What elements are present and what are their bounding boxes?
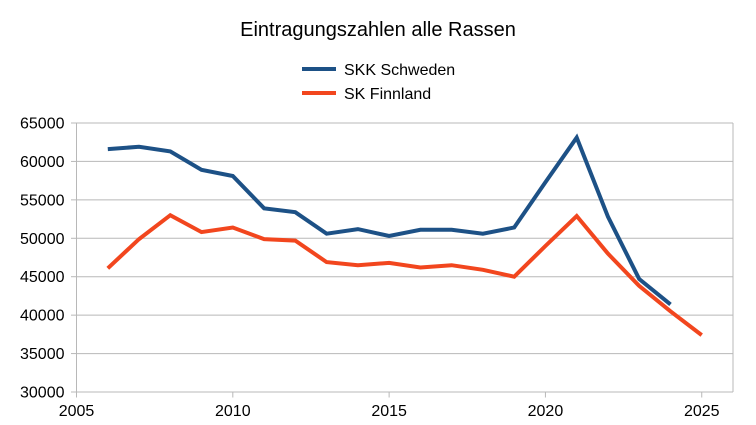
x-axis-tick-label: 2005 [59, 403, 95, 420]
y-axis-tick-label: 50000 [20, 231, 65, 248]
y-axis-tick-label: 60000 [20, 154, 65, 171]
y-axis-tick-label: 35000 [20, 346, 65, 363]
x-axis-tick-label: 2015 [371, 403, 407, 420]
legend-item: SKK Schweden [302, 59, 455, 83]
x-axis-tick-label: 2010 [215, 403, 251, 420]
legend-label: SKK Schweden [344, 62, 456, 79]
y-axis-tick-label: 65000 [20, 116, 65, 133]
y-axis-tick-label: 40000 [20, 308, 65, 325]
legend-color-line [302, 66, 336, 71]
legend-color-line [302, 90, 336, 95]
series-line-0 [107, 133, 672, 306]
x-axis-tick-label: 2025 [684, 403, 720, 420]
chart-title: Eintragungszahlen alle Rassen [240, 19, 516, 41]
y-axis-tick-label: 30000 [20, 385, 65, 402]
legend-item: SK Finnland [302, 83, 455, 107]
x-axis-tick-label: 2020 [528, 403, 564, 420]
chart-legend: SKK Schweden SK Finnland [302, 59, 455, 107]
y-axis-tick-label: 45000 [20, 269, 65, 286]
series-line-1 [106, 212, 703, 337]
legend-label: SK Finnland [344, 86, 432, 103]
y-axis-tick-label: 55000 [20, 192, 65, 209]
